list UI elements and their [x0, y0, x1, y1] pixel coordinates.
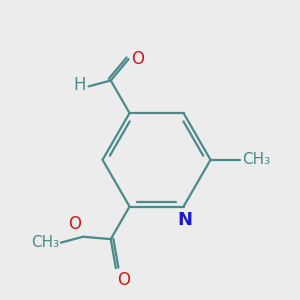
Text: O: O: [68, 215, 81, 233]
Text: CH₃: CH₃: [31, 235, 59, 250]
Text: O: O: [118, 271, 130, 289]
Text: CH₃: CH₃: [243, 152, 271, 167]
Text: H: H: [74, 76, 86, 94]
Text: N: N: [178, 212, 193, 230]
Text: O: O: [131, 50, 144, 68]
